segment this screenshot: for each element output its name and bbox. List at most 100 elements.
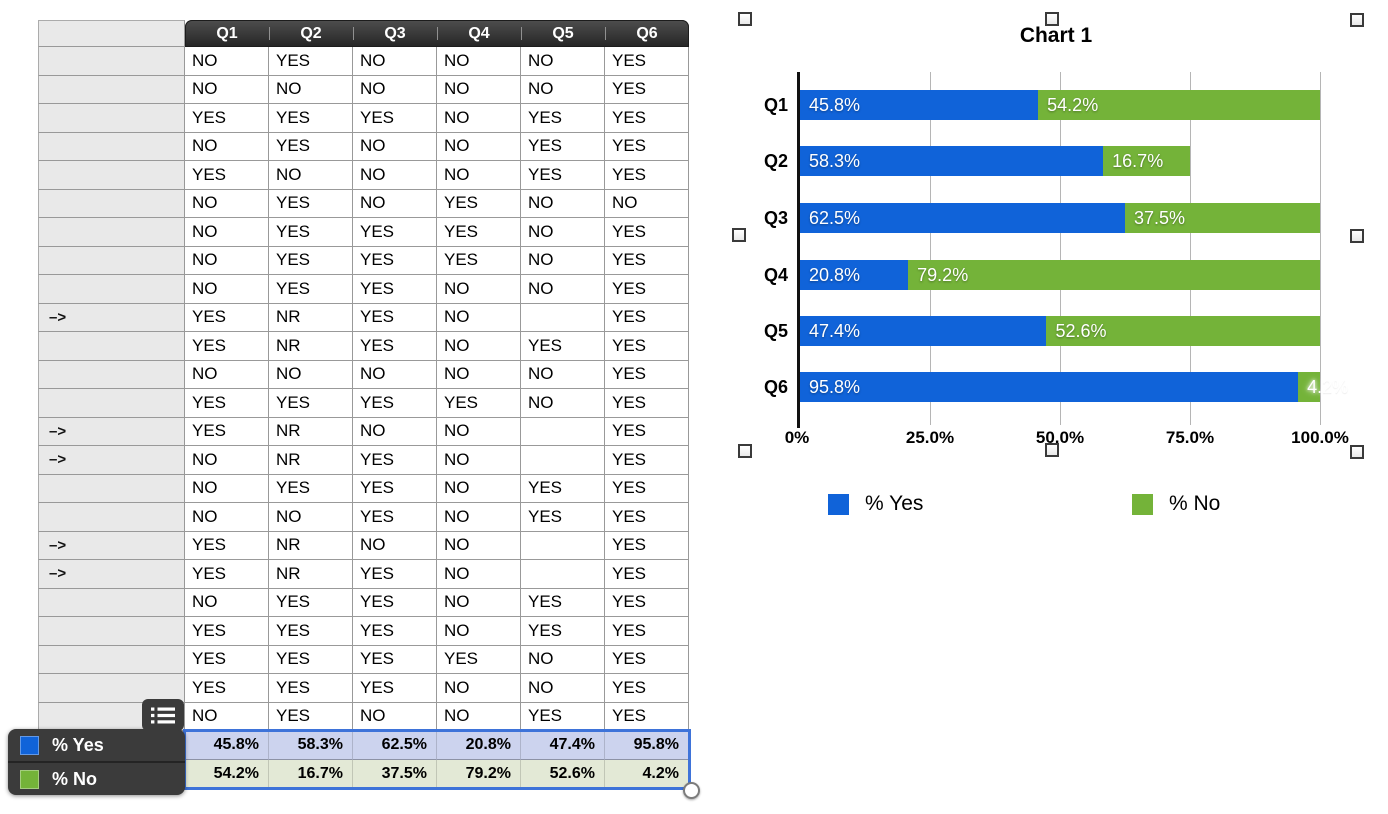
- table-cell[interactable]: YES: [353, 275, 437, 304]
- table-cell[interactable]: NO: [521, 674, 605, 703]
- table-cell[interactable]: NO: [521, 47, 605, 76]
- table-cell[interactable]: NO: [185, 75, 269, 104]
- table-cell[interactable]: YES: [605, 674, 689, 703]
- row-marker-cell[interactable]: [38, 332, 185, 361]
- row-marker-cell[interactable]: [38, 218, 185, 247]
- table-cell[interactable]: YES: [269, 132, 353, 161]
- table-cell[interactable]: NO: [185, 360, 269, 389]
- table-cell[interactable]: NO: [269, 503, 353, 532]
- table-cell[interactable]: NO: [437, 531, 521, 560]
- table-cell[interactable]: YES: [437, 218, 521, 247]
- table-cell[interactable]: YES: [521, 332, 605, 361]
- table-cell[interactable]: YES: [605, 332, 689, 361]
- table-cell[interactable]: YES: [269, 47, 353, 76]
- row-marker-cell[interactable]: [38, 588, 185, 617]
- table-cell[interactable]: NO: [353, 75, 437, 104]
- table-cell[interactable]: YES: [185, 674, 269, 703]
- table-cell[interactable]: YES: [605, 161, 689, 190]
- table-cell[interactable]: NO: [353, 702, 437, 731]
- table-cell[interactable]: YES: [269, 474, 353, 503]
- table-cell[interactable]: NO: [437, 275, 521, 304]
- table-cell[interactable]: NR: [269, 560, 353, 589]
- table-cell[interactable]: NO: [521, 218, 605, 247]
- table-cell[interactable]: YES: [605, 389, 689, 418]
- table-cell[interactable]: YES: [605, 645, 689, 674]
- chart-object[interactable]: Chart 1 Q1 45.8% 54.2% Q2 58.3% 16.7% Q3 62.5% 3…: [694, 0, 1388, 560]
- table-cell[interactable]: NO: [521, 645, 605, 674]
- row-marker-cell[interactable]: [38, 75, 185, 104]
- table-cell[interactable]: NO: [353, 189, 437, 218]
- table-cell[interactable]: YES: [521, 474, 605, 503]
- table-cell[interactable]: YES: [269, 104, 353, 133]
- table-cell[interactable]: YES: [185, 417, 269, 446]
- summary-cell[interactable]: 47.4%: [521, 731, 605, 760]
- row-marker-cell[interactable]: –>: [38, 531, 185, 560]
- table-cell[interactable]: YES: [269, 674, 353, 703]
- table-cell[interactable]: YES: [353, 246, 437, 275]
- bar-segment-yes[interactable]: 62.5%: [800, 203, 1125, 233]
- column-header-q3[interactable]: Q3: [353, 20, 437, 47]
- summary-cell[interactable]: 58.3%: [269, 731, 353, 760]
- table-cell[interactable]: YES: [353, 645, 437, 674]
- table-cell[interactable]: YES: [605, 446, 689, 475]
- table-cell[interactable]: YES: [605, 531, 689, 560]
- table-cell[interactable]: YES: [521, 702, 605, 731]
- series-panel-row[interactable]: % Yes: [8, 729, 185, 761]
- gutter-header-cell[interactable]: [38, 20, 185, 47]
- row-marker-cell[interactable]: [38, 389, 185, 418]
- table-cell[interactable]: YES: [353, 389, 437, 418]
- table-cell[interactable]: NR: [269, 446, 353, 475]
- row-marker-cell[interactable]: [38, 161, 185, 190]
- table-cell[interactable]: NO: [521, 246, 605, 275]
- table-cell[interactable]: YES: [605, 246, 689, 275]
- table-cell[interactable]: NO: [437, 104, 521, 133]
- table-cell[interactable]: YES: [353, 503, 437, 532]
- row-marker-cell[interactable]: [38, 189, 185, 218]
- table-cell[interactable]: YES: [185, 645, 269, 674]
- table-cell[interactable]: YES: [605, 503, 689, 532]
- table-cell[interactable]: YES: [353, 674, 437, 703]
- bar-segment-no[interactable]: 52.6%: [1046, 316, 1320, 346]
- row-marker-cell[interactable]: [38, 132, 185, 161]
- table-cell[interactable]: NO: [437, 360, 521, 389]
- table-cell[interactable]: NO: [521, 189, 605, 218]
- table-cell[interactable]: NO: [437, 161, 521, 190]
- table-cell[interactable]: NR: [269, 531, 353, 560]
- table-cell[interactable]: YES: [353, 332, 437, 361]
- table-cell[interactable]: YES: [269, 702, 353, 731]
- bar-segment-yes[interactable]: 95.8%: [800, 372, 1299, 402]
- table-cell[interactable]: NO: [437, 702, 521, 731]
- table-cell[interactable]: YES: [605, 560, 689, 589]
- table-cell[interactable]: YES: [521, 617, 605, 646]
- table-cell[interactable]: YES: [353, 588, 437, 617]
- summary-cell[interactable]: 4.2%: [605, 760, 689, 789]
- bar-segment-no[interactable]: 79.2%: [908, 260, 1320, 290]
- row-marker-cell[interactable]: [38, 360, 185, 389]
- table-cell[interactable]: YES: [185, 332, 269, 361]
- table-cell[interactable]: YES: [437, 389, 521, 418]
- series-panel-row[interactable]: % No: [8, 761, 185, 795]
- table-cell[interactable]: YES: [185, 389, 269, 418]
- chart-resize-handle-top-center[interactable]: [1045, 12, 1059, 26]
- summary-cell[interactable]: 79.2%: [437, 760, 521, 789]
- row-marker-cell[interactable]: [38, 275, 185, 304]
- table-cell[interactable]: NO: [185, 189, 269, 218]
- table-cell[interactable]: NO: [185, 474, 269, 503]
- bar-segment-no[interactable]: 4.2%: [1298, 372, 1348, 402]
- table-cell[interactable]: NO: [353, 417, 437, 446]
- table-cell[interactable]: NO: [185, 446, 269, 475]
- table-resize-handle[interactable]: [683, 782, 700, 799]
- column-header-q1[interactable]: Q1: [216, 24, 238, 42]
- summary-cell[interactable]: 16.7%: [269, 760, 353, 789]
- chart-resize-handle-mid-left[interactable]: [732, 228, 746, 242]
- table-cell[interactable]: YES: [269, 275, 353, 304]
- bar-segment-yes[interactable]: 45.8%: [800, 90, 1039, 120]
- table-cell[interactable]: YES: [437, 246, 521, 275]
- table-cell[interactable]: YES: [353, 446, 437, 475]
- table-cell[interactable]: YES: [185, 560, 269, 589]
- bar-segment-no[interactable]: 37.5%: [1125, 203, 1320, 233]
- table-cell[interactable]: [521, 531, 605, 560]
- table-cell[interactable]: YES: [605, 303, 689, 332]
- row-marker-cell[interactable]: –>: [38, 303, 185, 332]
- table-cell[interactable]: YES: [605, 132, 689, 161]
